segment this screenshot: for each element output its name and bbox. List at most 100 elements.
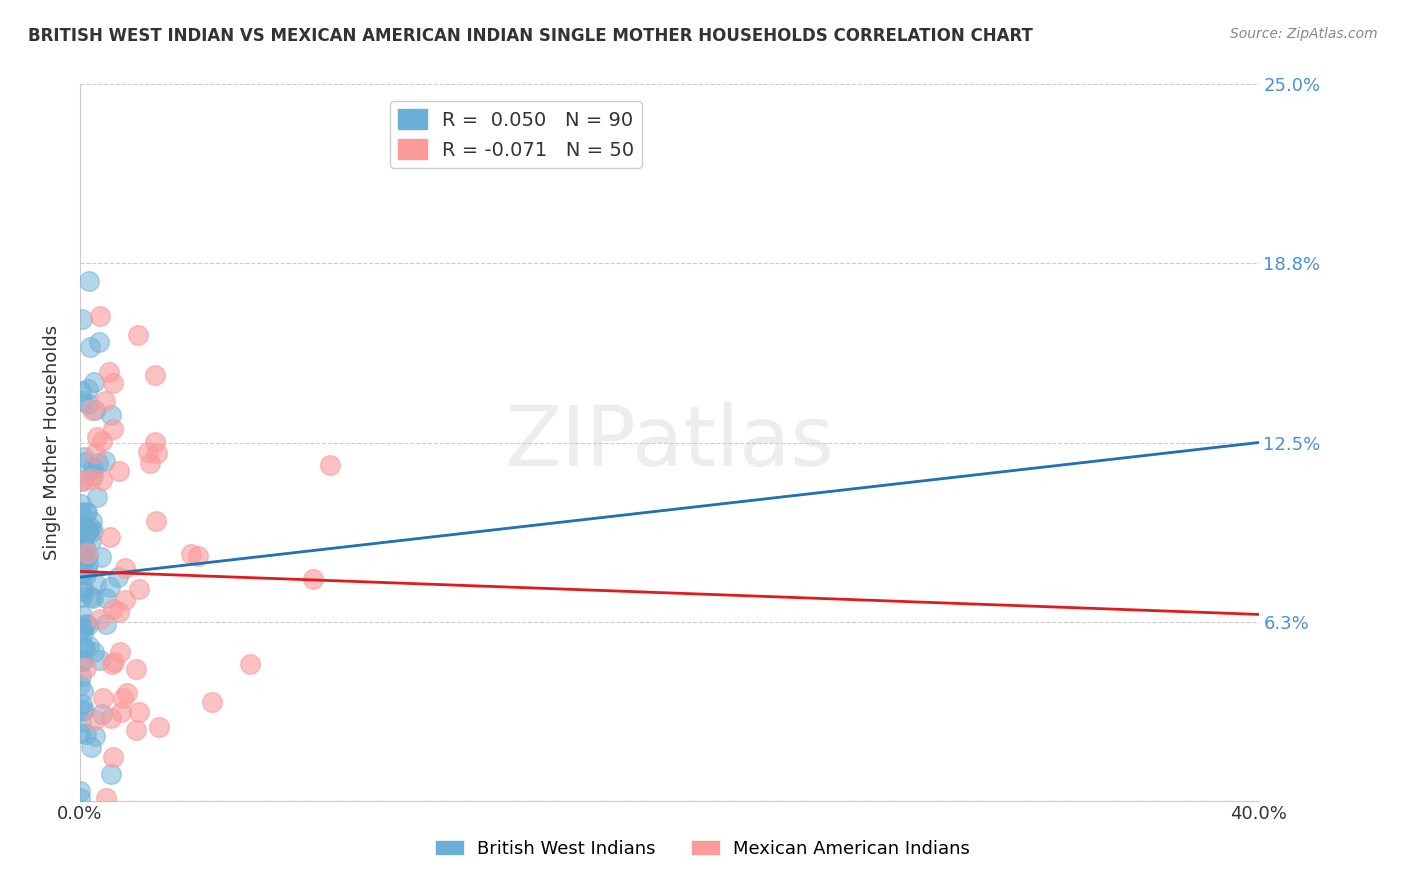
Point — [124, 662, 146, 676]
Point — [69, 534, 91, 549]
Point — [82, 524, 104, 538]
Point — [70, 697, 93, 711]
Point — [90, 473, 112, 487]
Point — [91, 691, 114, 706]
Point — [82, 467, 104, 482]
Point — [73, 519, 96, 533]
Point — [108, 645, 131, 659]
Point — [96, 616, 118, 631]
Text: Source: ZipAtlas.com: Source: ZipAtlas.com — [1230, 27, 1378, 41]
Point — [70, 393, 93, 408]
Point — [89, 334, 111, 349]
Point — [84, 577, 107, 591]
Point — [145, 434, 167, 449]
Point — [70, 533, 93, 548]
Point — [96, 790, 118, 805]
Text: BRITISH WEST INDIAN VS MEXICAN AMERICAN INDIAN SINGLE MOTHER HOUSEHOLDS CORRELAT: BRITISH WEST INDIAN VS MEXICAN AMERICAN … — [28, 27, 1033, 45]
Point — [80, 402, 103, 417]
Point — [69, 538, 91, 552]
Point — [77, 524, 100, 538]
Point — [80, 590, 103, 604]
Point — [110, 706, 132, 720]
Point — [98, 530, 121, 544]
Point — [72, 626, 94, 640]
Point — [107, 570, 129, 584]
Point — [80, 473, 103, 487]
Point — [79, 340, 101, 354]
Text: ZIPatlas: ZIPatlas — [505, 402, 834, 483]
Point — [82, 591, 104, 605]
Point — [73, 703, 96, 717]
Legend: R =  0.050   N = 90, R = -0.071   N = 50: R = 0.050 N = 90, R = -0.071 N = 50 — [389, 102, 643, 168]
Point — [84, 714, 107, 728]
Point — [187, 549, 209, 564]
Point — [72, 640, 94, 654]
Point — [103, 750, 125, 764]
Point — [128, 705, 150, 719]
Point — [73, 455, 96, 469]
Point — [301, 573, 323, 587]
Point — [83, 376, 105, 390]
Point — [139, 456, 162, 470]
Point — [82, 460, 104, 475]
Point — [70, 623, 93, 637]
Point — [89, 309, 111, 323]
Point — [91, 434, 114, 448]
Point — [69, 554, 91, 568]
Point — [91, 706, 114, 721]
Point — [77, 557, 100, 571]
Point — [69, 678, 91, 692]
Point — [318, 458, 340, 473]
Point — [80, 533, 103, 548]
Point — [75, 568, 97, 582]
Point — [75, 727, 97, 741]
Point — [96, 591, 118, 606]
Point — [180, 547, 202, 561]
Point — [69, 784, 91, 798]
Point — [73, 541, 96, 555]
Point — [80, 521, 103, 535]
Point — [103, 655, 125, 669]
Point — [84, 446, 107, 460]
Point — [98, 580, 121, 594]
Point — [69, 654, 91, 668]
Point — [90, 550, 112, 565]
Point — [70, 590, 93, 604]
Point — [70, 311, 93, 326]
Point — [107, 605, 129, 619]
Point — [201, 695, 224, 709]
Point — [72, 524, 94, 539]
Point — [93, 394, 115, 409]
Point — [114, 561, 136, 575]
Point — [98, 365, 121, 379]
Point — [115, 686, 138, 700]
Point — [76, 546, 98, 560]
Point — [86, 430, 108, 444]
Point — [69, 726, 91, 740]
Point — [80, 739, 103, 754]
Point — [69, 496, 91, 510]
Point — [73, 553, 96, 567]
Point — [80, 514, 103, 528]
Point — [75, 506, 97, 520]
Point — [69, 475, 91, 489]
Point — [76, 524, 98, 538]
Point — [76, 563, 98, 577]
Point — [79, 274, 101, 288]
Point — [114, 593, 136, 607]
Point — [70, 384, 93, 398]
Point — [70, 669, 93, 683]
Point — [100, 767, 122, 781]
Point — [84, 730, 107, 744]
Point — [72, 655, 94, 669]
Point — [86, 456, 108, 470]
Point — [72, 550, 94, 565]
Point — [72, 533, 94, 547]
Point — [73, 549, 96, 564]
Point — [72, 580, 94, 594]
Point — [73, 450, 96, 465]
Legend: British West Indians, Mexican American Indians: British West Indians, Mexican American I… — [429, 833, 977, 865]
Point — [101, 602, 124, 616]
Point — [69, 524, 91, 539]
Point — [101, 657, 124, 672]
